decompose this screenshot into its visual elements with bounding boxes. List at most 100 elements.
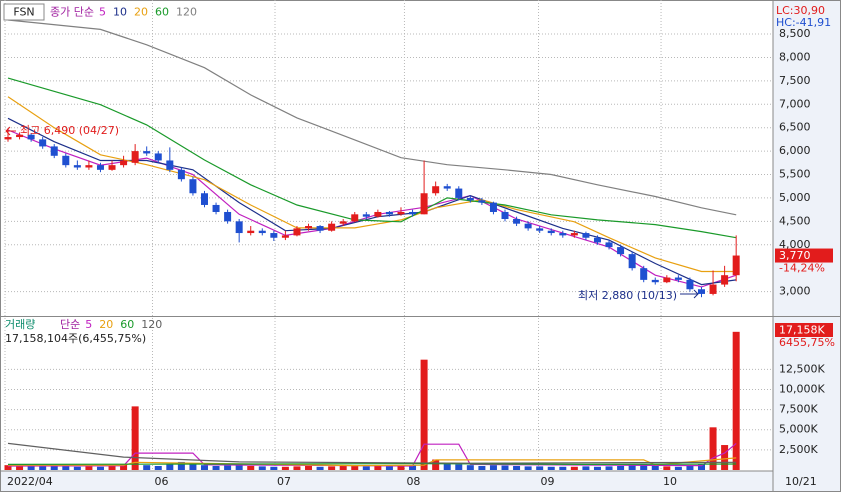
volume-bar <box>96 466 104 470</box>
candle-body <box>466 197 474 201</box>
candle-body <box>281 235 289 238</box>
candle-body <box>513 219 521 224</box>
volume-bar <box>374 465 382 470</box>
legend-entry: 60 <box>120 318 134 331</box>
y-tick-label: 5,500 <box>779 168 811 181</box>
candle-body <box>50 146 58 156</box>
candle-body <box>674 277 682 280</box>
candle-body <box>224 211 232 222</box>
volume-bar <box>709 427 717 470</box>
candle-body <box>443 186 451 189</box>
x-axis-area <box>0 471 773 492</box>
volume-bar <box>466 465 474 470</box>
volume-bar <box>686 465 694 470</box>
top-right-note: LC:30,90 <box>776 4 825 17</box>
volume-average <box>7 442 737 467</box>
volume-bar <box>270 466 278 470</box>
candle-body <box>108 165 116 170</box>
y-tick-label: 10,000K <box>779 382 825 395</box>
candle-body <box>409 211 417 215</box>
candle-body <box>628 254 636 269</box>
volume-bar <box>235 464 243 470</box>
volume-bar <box>547 466 555 470</box>
volume-bar <box>362 466 370 470</box>
volume-bar <box>455 464 463 470</box>
volume-bar <box>85 466 93 470</box>
volume-bar <box>697 464 705 470</box>
volume-bar <box>443 462 451 470</box>
arrow <box>5 126 16 136</box>
ticker: FSN <box>13 6 34 19</box>
axis-area <box>773 0 841 492</box>
x-tick-label: 07 <box>277 475 291 488</box>
candle-body <box>385 211 393 215</box>
candle-body <box>316 226 324 231</box>
volume-bar <box>108 465 116 470</box>
y-tick-label: 2,500K <box>779 443 818 456</box>
value-box <box>775 248 833 263</box>
candle-body <box>212 204 220 212</box>
volume-average <box>7 442 737 464</box>
volume-bar <box>143 465 151 470</box>
volume-bar <box>559 466 567 470</box>
moving-average <box>7 19 737 216</box>
candle-body <box>166 160 174 170</box>
candle-body <box>39 139 47 147</box>
candle-body <box>663 277 671 283</box>
moving-average <box>7 77 737 239</box>
volume-bar <box>593 466 601 470</box>
volume-bar <box>478 465 486 470</box>
candle-body <box>732 255 740 276</box>
candle-body <box>96 165 104 170</box>
marks <box>4 19 740 470</box>
top-right-note: HC:-41,91 <box>776 16 831 29</box>
volume-bar <box>247 465 255 470</box>
y-tick-label: 4,000 <box>779 238 811 251</box>
volume-bar <box>524 466 532 470</box>
candle-body <box>85 165 93 168</box>
volume-average <box>7 462 737 466</box>
candle-body <box>640 268 648 280</box>
volume-bar <box>513 465 521 470</box>
volume-subtitle: 17,158,104주(6,455,75%) <box>5 332 146 345</box>
volume-bar <box>351 465 359 470</box>
candle-body <box>397 211 405 215</box>
candle-body <box>235 221 243 234</box>
legend-entry: 5 <box>99 6 106 19</box>
candle-body <box>305 226 313 229</box>
volume-bar <box>16 465 24 470</box>
y-tick-label: 8,000 <box>779 50 811 63</box>
volume-bar <box>674 466 682 470</box>
candle-body <box>131 151 139 163</box>
volume-bar <box>605 466 613 470</box>
volume-bar <box>617 465 625 470</box>
volume-bar <box>281 466 289 470</box>
candle-body <box>177 169 185 180</box>
volume-bar <box>4 465 12 470</box>
volume-bar <box>732 331 740 470</box>
candle-body <box>362 214 370 217</box>
volume-bar <box>409 465 417 470</box>
candle-body <box>501 211 509 220</box>
candle-body <box>200 193 208 205</box>
candle-body <box>489 202 497 212</box>
candle-body <box>374 211 382 217</box>
volume-bar <box>73 466 81 470</box>
volume-bar <box>305 465 313 470</box>
grid <box>4 0 773 471</box>
legend-entry: 120 <box>141 318 162 331</box>
candle-body <box>721 275 729 285</box>
last-price: 3,770 <box>779 249 811 262</box>
x-tick-label: 10 <box>663 475 677 488</box>
end-date: 10/21 <box>785 475 817 488</box>
volume-ratio: 6455,75% <box>779 336 835 349</box>
y-tick-label: 6,500 <box>779 121 811 134</box>
volume-bar <box>663 466 671 470</box>
volume-bar <box>328 466 336 470</box>
candle-body <box>651 279 659 283</box>
candle-body <box>478 200 486 203</box>
candle-body <box>247 230 255 234</box>
y-tick-label: 7,500 <box>779 74 811 87</box>
arrow <box>680 289 699 299</box>
candle-body <box>617 247 625 255</box>
